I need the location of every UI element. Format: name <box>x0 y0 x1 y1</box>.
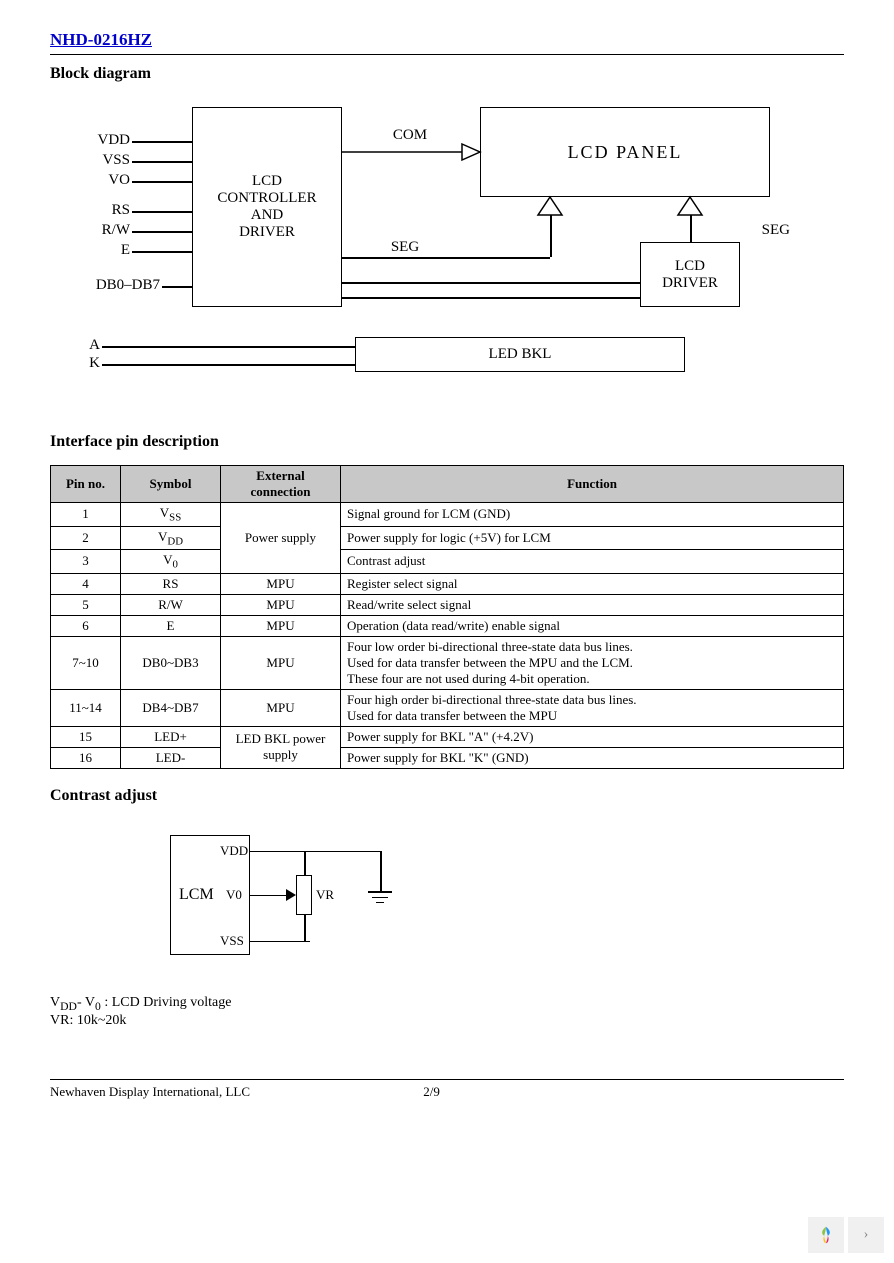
pin-description-table: Pin no. Symbol External connection Funct… <box>50 465 844 769</box>
contrast-note2: VR: 10k~20k <box>50 1013 844 1029</box>
bd-input-db: DB0–DB7 <box>50 277 160 294</box>
bd-led-a: A <box>80 337 100 354</box>
cd-vr-label: VR <box>316 887 334 903</box>
bd-lcd-driver: LCD DRIVER <box>640 242 740 307</box>
table-row: 15 LED+ LED BKL power supply Power suppl… <box>51 726 844 747</box>
table-row: 4 RS MPU Register select signal <box>51 573 844 594</box>
footer-page: 2/9 <box>423 1084 440 1100</box>
bd-seg1-label: SEG <box>380 239 430 256</box>
table-row: 1 VSS Power supply Signal ground for LCM… <box>51 503 844 527</box>
footer: Newhaven Display International, LLC 2/9 <box>50 1079 844 1100</box>
bd-input-rs: RS <box>50 202 130 219</box>
func-multiline: Four low order bi-directional three-stat… <box>341 636 844 689</box>
th-conn: External connection <box>221 466 341 503</box>
contrast-note1: VDD- V0 : LCD Driving voltage <box>50 995 844 1013</box>
block-diagram: VDD VSS VO RS R/W E DB0–DB7 LCD CONTROLL… <box>50 97 844 427</box>
bd-input-vss: VSS <box>50 152 130 169</box>
bd-lcd-panel: LCD PANEL <box>480 107 770 197</box>
logo-icon[interactable] <box>808 1217 844 1253</box>
cd-vr-box <box>296 875 312 915</box>
contrast-title: Contrast adjust <box>50 787 844 805</box>
bd-ctrl-l4: DRIVER <box>239 224 295 241</box>
table-row: 2 VDD Power supply for logic (+5V) for L… <box>51 526 844 550</box>
bd-input-vo: VO <box>50 172 130 189</box>
table-header-row: Pin no. Symbol External connection Funct… <box>51 466 844 503</box>
header-rule <box>50 54 844 55</box>
table-row: 3 V0 Contrast adjust <box>51 550 844 574</box>
next-page-button[interactable]: › <box>848 1217 884 1253</box>
bd-seg2-label: SEG <box>740 222 790 239</box>
cd-vdd: VDD <box>220 843 248 859</box>
bd-led-bkl: LED BKL <box>355 337 685 372</box>
bd-ctrl-l2: CONTROLLER <box>217 190 316 207</box>
bd-controller-box: LCD CONTROLLER AND DRIVER <box>192 107 342 307</box>
bd-input-rw: R/W <box>50 222 130 239</box>
bd-ctrl-l1: LCD <box>252 173 282 190</box>
cd-vss: VSS <box>220 933 244 949</box>
table-row: 16 LED- Power supply for BKL "K" (GND) <box>51 747 844 768</box>
contrast-diagram: LCM VDD V0 VSS VR <box>170 825 470 985</box>
interface-title: Interface pin description <box>50 433 844 451</box>
table-row: 6 E MPU Operation (data read/write) enab… <box>51 615 844 636</box>
corner-widget: › <box>808 1217 884 1253</box>
table-row: 5 R/W MPU Read/write select signal <box>51 594 844 615</box>
bd-input-e: E <box>50 242 130 259</box>
table-row: 11~14 DB4~DB7 MPU Four high order bi-dir… <box>51 689 844 726</box>
bd-led-k: K <box>80 355 100 372</box>
arrow-seg-driver <box>678 197 702 217</box>
bd-input-vdd: VDD <box>50 132 130 149</box>
arrow-seg-panel <box>538 197 562 217</box>
cd-v0: V0 <box>226 887 242 903</box>
table-row: 7~10 DB0~DB3 MPU Four low order bi-direc… <box>51 636 844 689</box>
bd-com-label: COM <box>385 127 435 144</box>
th-pin: Pin no. <box>51 466 121 503</box>
product-link[interactable]: NHD-0216HZ <box>50 30 152 49</box>
cd-v0-arrow <box>286 889 296 901</box>
th-func: Function <box>341 466 844 503</box>
func-multiline: Four high order bi-directional three-sta… <box>341 689 844 726</box>
block-diagram-title: Block diagram <box>50 65 844 83</box>
th-symbol: Symbol <box>121 466 221 503</box>
footer-company: Newhaven Display International, LLC <box>50 1084 250 1099</box>
bd-ctrl-l3: AND <box>251 207 284 224</box>
